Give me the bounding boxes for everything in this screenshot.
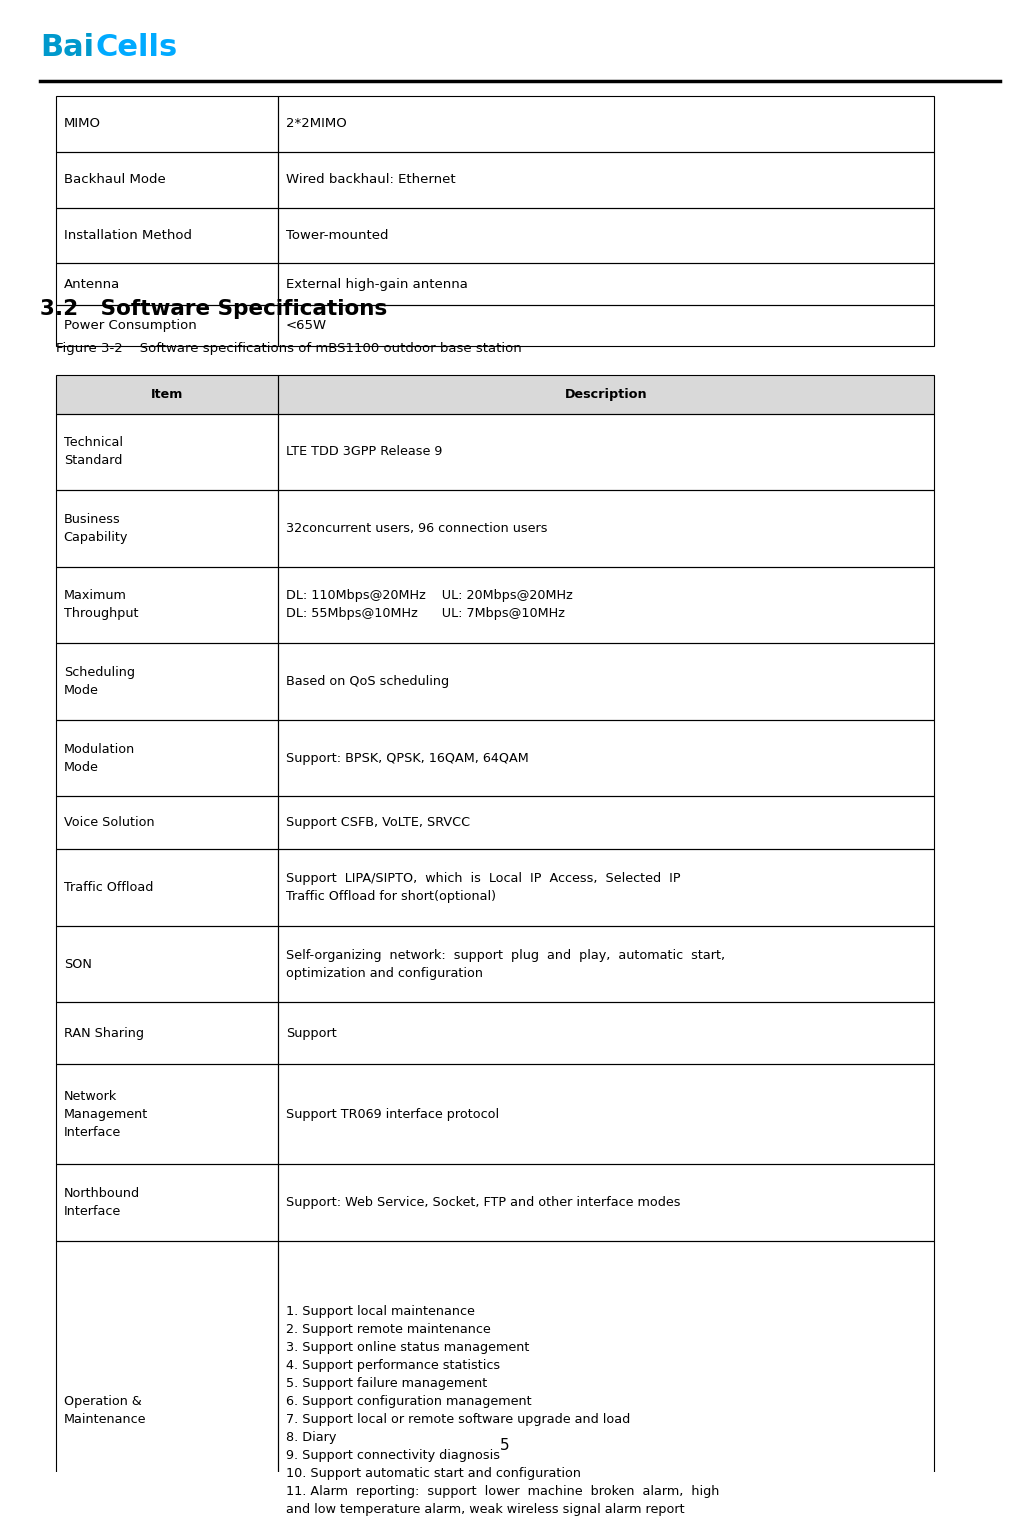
Bar — [278, 208, 934, 263]
Bar — [56, 414, 278, 490]
Bar — [56, 151, 278, 208]
Text: Scheduling
Mode: Scheduling Mode — [64, 666, 134, 697]
Bar — [278, 414, 934, 490]
Bar — [56, 796, 934, 850]
Bar — [56, 151, 934, 208]
Bar — [278, 643, 934, 720]
Bar — [56, 263, 278, 304]
Bar — [56, 1063, 278, 1164]
Text: Description: Description — [565, 388, 647, 400]
Bar — [56, 208, 278, 263]
Bar — [56, 1002, 278, 1063]
Text: 5: 5 — [500, 1438, 510, 1453]
Bar — [56, 376, 278, 414]
Bar — [56, 567, 278, 643]
Bar — [278, 567, 934, 643]
Bar — [278, 376, 934, 414]
Bar — [56, 796, 278, 850]
Bar — [278, 1063, 934, 1164]
Bar — [56, 208, 934, 263]
Text: 32concurrent users, 96 connection users: 32concurrent users, 96 connection users — [286, 523, 547, 535]
Text: SON: SON — [64, 958, 92, 970]
Text: Voice Solution: Voice Solution — [64, 816, 155, 830]
Text: Support TR069 interface protocol: Support TR069 interface protocol — [286, 1108, 499, 1120]
Bar — [56, 490, 278, 567]
Text: <65W: <65W — [286, 319, 327, 332]
Text: 3.2   Software Specifications: 3.2 Software Specifications — [40, 299, 388, 319]
Text: External high-gain antenna: External high-gain antenna — [286, 278, 468, 290]
Bar — [56, 96, 278, 151]
Text: RAN Sharing: RAN Sharing — [64, 1027, 143, 1039]
Bar — [56, 850, 278, 926]
Bar — [56, 1063, 934, 1164]
Bar — [278, 263, 934, 304]
Text: Item: Item — [150, 388, 183, 400]
Bar — [278, 1164, 934, 1241]
Text: Support: Support — [286, 1027, 336, 1039]
Text: Support  LIPA/SIPTO,  which  is  Local  IP  Access,  Selected  IP
Traffic Offloa: Support LIPA/SIPTO, which is Local IP Ac… — [286, 872, 681, 903]
Bar — [278, 1002, 934, 1063]
Bar — [278, 96, 934, 151]
Bar — [56, 720, 934, 796]
Bar — [56, 1164, 934, 1241]
Bar — [56, 926, 934, 1002]
Text: Support CSFB, VoLTE, SRVCC: Support CSFB, VoLTE, SRVCC — [286, 816, 470, 830]
Bar — [278, 490, 934, 567]
Text: 1. Support local maintenance
2. Support remote maintenance
3. Support online sta: 1. Support local maintenance 2. Support … — [286, 1305, 719, 1516]
Bar — [56, 720, 278, 796]
Bar — [56, 567, 934, 643]
Text: Northbound
Interface: Northbound Interface — [64, 1187, 139, 1218]
Text: Support: BPSK, QPSK, 16QAM, 64QAM: Support: BPSK, QPSK, 16QAM, 64QAM — [286, 752, 528, 764]
Text: Tower-mounted: Tower-mounted — [286, 229, 388, 241]
Bar — [278, 796, 934, 850]
Bar — [278, 926, 934, 1002]
Bar — [56, 414, 934, 490]
Text: Power Consumption: Power Consumption — [64, 319, 196, 332]
Bar — [278, 850, 934, 926]
Bar — [56, 643, 278, 720]
Text: Network
Management
Interface: Network Management Interface — [64, 1089, 147, 1138]
Bar — [56, 1002, 934, 1063]
Text: Cells: Cells — [96, 32, 178, 61]
Bar — [56, 376, 934, 414]
Text: Traffic Offload: Traffic Offload — [64, 882, 153, 894]
Bar — [56, 490, 934, 567]
Bar — [278, 151, 934, 208]
Bar — [56, 96, 934, 151]
Text: Self-organizing  network:  support  plug  and  play,  automatic  start,
optimiza: Self-organizing network: support plug an… — [286, 949, 725, 979]
Text: Bai: Bai — [40, 32, 95, 61]
Text: Modulation
Mode: Modulation Mode — [64, 743, 135, 773]
Text: Backhaul Mode: Backhaul Mode — [64, 173, 166, 186]
Bar — [56, 304, 934, 345]
Text: DL: 110Mbps@20MHz    UL: 20Mbps@20MHz
DL: 55Mbps@10MHz      UL: 7Mbps@10MHz: DL: 110Mbps@20MHz UL: 20Mbps@20MHz DL: 5… — [286, 590, 573, 620]
Text: 2*2MIMO: 2*2MIMO — [286, 118, 346, 130]
Bar — [56, 1241, 278, 1528]
Bar — [278, 720, 934, 796]
Bar — [56, 304, 278, 345]
Text: Technical
Standard: Technical Standard — [64, 437, 122, 468]
Bar — [56, 1241, 934, 1528]
Text: Business
Capability: Business Capability — [64, 513, 128, 544]
Bar — [56, 643, 934, 720]
Bar — [278, 1241, 934, 1528]
Text: Based on QoS scheduling: Based on QoS scheduling — [286, 675, 449, 688]
Bar — [278, 304, 934, 345]
Text: Support: Web Service, Socket, FTP and other interface modes: Support: Web Service, Socket, FTP and ot… — [286, 1196, 681, 1209]
Text: Antenna: Antenna — [64, 278, 120, 290]
Bar — [56, 850, 934, 926]
Text: LTE TDD 3GPP Release 9: LTE TDD 3GPP Release 9 — [286, 445, 442, 458]
Text: Figure 3-2    Software specifications of mBS1100 outdoor base station: Figure 3-2 Software specifications of mB… — [56, 342, 521, 356]
Bar — [56, 1164, 278, 1241]
Text: Operation &
Maintenance: Operation & Maintenance — [64, 1395, 146, 1426]
Bar — [56, 926, 278, 1002]
Text: Maximum
Throughput: Maximum Throughput — [64, 590, 138, 620]
Text: MIMO: MIMO — [64, 118, 101, 130]
Text: Installation Method: Installation Method — [64, 229, 192, 241]
Bar — [56, 263, 934, 304]
Text: Wired backhaul: Ethernet: Wired backhaul: Ethernet — [286, 173, 456, 186]
